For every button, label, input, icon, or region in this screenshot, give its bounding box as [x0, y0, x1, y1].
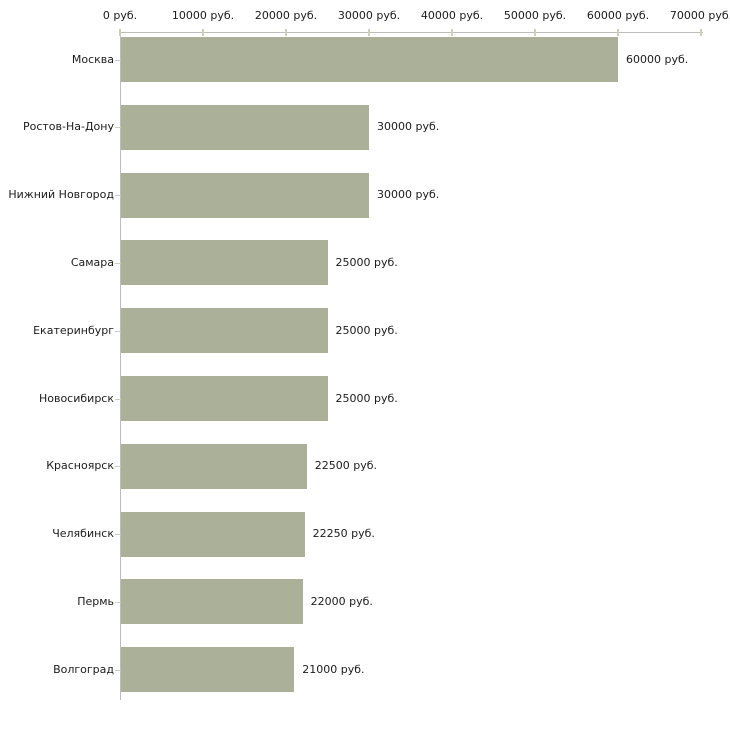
x-tick-label: 50000 руб. [503, 9, 567, 22]
bar [120, 37, 618, 82]
x-tick-label: 70000 руб. [669, 9, 730, 22]
y-tick-mark [115, 601, 121, 603]
x-tick-label: 60000 руб. [586, 9, 650, 22]
value-label: 30000 руб. [377, 188, 440, 202]
bar [120, 376, 328, 421]
x-tick-mark [202, 29, 204, 36]
category-label: Ростов-На-Дону [22, 120, 114, 134]
y-tick-mark [115, 466, 121, 468]
bar [120, 104, 369, 150]
x-tick-label: 30000 руб. [337, 9, 401, 22]
x-tick-label: 10000 руб. [171, 9, 235, 22]
y-tick-mark [115, 195, 121, 197]
category-label: Новосибирск [38, 391, 114, 405]
value-label: 22500 руб. [314, 459, 378, 473]
value-label: 22000 руб. [310, 594, 373, 608]
x-tick-mark [119, 29, 121, 36]
x-tick-mark [451, 29, 453, 36]
bar [120, 511, 305, 557]
y-tick-mark [115, 59, 121, 61]
category-label: Екатеринбург [33, 323, 114, 337]
category-label: Пермь [77, 594, 114, 608]
bar [120, 579, 303, 625]
value-label: 25000 руб. [335, 323, 398, 337]
category-label: Красноярск [46, 459, 114, 473]
x-tick-mark [534, 29, 536, 36]
bar [120, 172, 369, 218]
value-label: 21000 руб. [302, 662, 365, 676]
value-label: 25000 руб. [335, 255, 398, 269]
value-label: 60000 руб. [626, 52, 689, 66]
x-tick-mark [368, 29, 370, 36]
bar [120, 240, 328, 286]
bar [120, 308, 328, 354]
category-label: Челябинск [52, 527, 114, 541]
value-label: 25000 руб. [335, 391, 398, 405]
value-label: 22250 руб. [312, 527, 375, 541]
x-tick-mark [700, 29, 702, 36]
x-axis-line [120, 32, 703, 33]
y-tick-mark [115, 127, 121, 129]
x-tick-mark [285, 29, 287, 36]
y-tick-mark [115, 669, 121, 671]
y-tick-mark [115, 262, 121, 264]
x-tick-label: 40000 руб. [420, 9, 484, 22]
y-tick-mark [115, 534, 121, 536]
category-label: Нижний Новгород [8, 188, 114, 202]
bar [120, 647, 295, 693]
y-tick-mark [115, 398, 121, 400]
bar [120, 443, 307, 489]
y-axis-line [120, 32, 121, 700]
category-label: Москва [71, 52, 114, 66]
category-label: Волгоград [53, 662, 114, 676]
x-tick-mark [617, 29, 619, 36]
x-tick-label: 0 руб. [102, 9, 138, 22]
value-label: 30000 руб. [377, 120, 440, 134]
category-label: Самара [70, 255, 114, 269]
y-tick-mark [115, 330, 121, 332]
x-tick-label: 20000 руб. [254, 9, 318, 22]
